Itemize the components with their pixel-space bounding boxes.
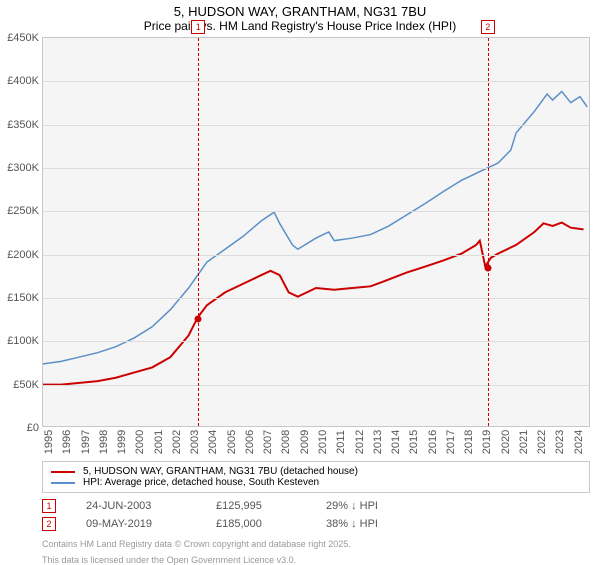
x-tick-label: 1997 <box>80 430 92 454</box>
x-tick-label: 2007 <box>262 430 274 454</box>
x-tick-label: 2000 <box>134 430 146 454</box>
y-tick-label: £150K <box>1 292 39 304</box>
sale-delta: 29% ↓ HPI <box>326 500 378 512</box>
chart-title: 5, HUDSON WAY, GRANTHAM, NG31 7BU <box>0 0 600 19</box>
sale-marker-badge: 1 <box>191 20 205 34</box>
x-tick-label: 2013 <box>372 430 384 454</box>
x-tick-label: 2010 <box>317 430 329 454</box>
chart-plot-area: £0£50K£100K£150K£200K£250K£300K£350K£400… <box>42 37 590 427</box>
y-tick-label: £450K <box>1 32 39 44</box>
sale-price: £125,995 <box>216 500 296 512</box>
sale-marker-dot <box>484 264 491 271</box>
series-line <box>43 223 584 385</box>
y-tick-label: £100K <box>1 335 39 347</box>
sale-date: 24-JUN-2003 <box>86 500 186 512</box>
x-tick-label: 2008 <box>280 430 292 454</box>
sales-table: 1 24-JUN-2003 £125,995 29% ↓ HPI 2 09-MAY-201… <box>42 497 590 533</box>
x-tick-label: 2004 <box>207 430 219 454</box>
sale-price: £185,000 <box>216 518 296 530</box>
sale-delta: 38% ↓ HPI <box>326 518 378 530</box>
x-tick-label: 2011 <box>335 430 347 454</box>
x-tick-label: 2006 <box>244 430 256 454</box>
x-tick-label: 2021 <box>518 430 530 454</box>
x-tick-label: 1995 <box>43 430 55 454</box>
legend-label: HPI: Average price, detached house, Sout… <box>83 477 319 488</box>
sale-badge: 2 <box>42 517 56 531</box>
legend: 5, HUDSON WAY, GRANTHAM, NG31 7BU (detac… <box>42 461 590 493</box>
x-tick-label: 2012 <box>354 430 366 454</box>
y-tick-label: £200K <box>1 249 39 261</box>
y-tick-label: £250K <box>1 205 39 217</box>
y-tick-label: £400K <box>1 75 39 87</box>
gridline-h <box>43 125 589 126</box>
x-tick-label: 1998 <box>98 430 110 454</box>
footer-copyright: Contains HM Land Registry data © Crown c… <box>42 539 590 549</box>
x-tick-label: 2003 <box>189 430 201 454</box>
x-tick-label: 2018 <box>463 430 475 454</box>
x-tick-label: 2015 <box>408 430 420 454</box>
x-tick-label: 2019 <box>481 430 493 454</box>
x-tick-label: 2014 <box>390 430 402 454</box>
x-tick-label: 2017 <box>445 430 457 454</box>
footer-licence: This data is licensed under the Open Gov… <box>42 555 590 565</box>
x-tick-label: 1999 <box>116 430 128 454</box>
sale-badge: 1 <box>42 499 56 513</box>
y-tick-label: £0 <box>1 422 39 434</box>
x-tick-label: 2020 <box>500 430 512 454</box>
x-tick-label: 2005 <box>226 430 238 454</box>
x-tick-label: 2001 <box>153 430 165 454</box>
gridline-h <box>43 168 589 169</box>
legend-label: 5, HUDSON WAY, GRANTHAM, NG31 7BU (detac… <box>83 466 358 477</box>
gridline-h <box>43 81 589 82</box>
sale-marker-badge: 2 <box>481 20 495 34</box>
x-tick-label: 2023 <box>554 430 566 454</box>
legend-item: 5, HUDSON WAY, GRANTHAM, NG31 7BU (detac… <box>51 466 581 477</box>
legend-swatch <box>51 471 75 473</box>
legend-item: HPI: Average price, detached house, Sout… <box>51 477 581 488</box>
y-tick-label: £50K <box>1 379 39 391</box>
gridline-h <box>43 255 589 256</box>
sale-date: 09-MAY-2019 <box>86 518 186 530</box>
y-tick-label: £300K <box>1 162 39 174</box>
gridline-h <box>43 341 589 342</box>
y-tick-label: £350K <box>1 119 39 131</box>
x-tick-label: 2016 <box>427 430 439 454</box>
gridline-h <box>43 298 589 299</box>
chart-svg <box>43 38 589 426</box>
sale-marker-dot <box>195 315 202 322</box>
x-tick-label: 1996 <box>61 430 73 454</box>
x-tick-label: 2009 <box>299 430 311 454</box>
sale-marker-line <box>198 38 199 426</box>
sale-row: 2 09-MAY-2019 £185,000 38% ↓ HPI <box>42 515 590 533</box>
gridline-h <box>43 385 589 386</box>
x-tick-label: 2002 <box>171 430 183 454</box>
x-tick-label: 2022 <box>536 430 548 454</box>
sale-row: 1 24-JUN-2003 £125,995 29% ↓ HPI <box>42 497 590 515</box>
chart-subtitle: Price paid vs. HM Land Registry's House … <box>0 19 600 37</box>
x-tick-label: 2024 <box>573 430 585 454</box>
gridline-h <box>43 211 589 212</box>
sale-marker-line <box>488 38 489 426</box>
series-line <box>43 91 587 363</box>
legend-swatch <box>51 482 75 484</box>
